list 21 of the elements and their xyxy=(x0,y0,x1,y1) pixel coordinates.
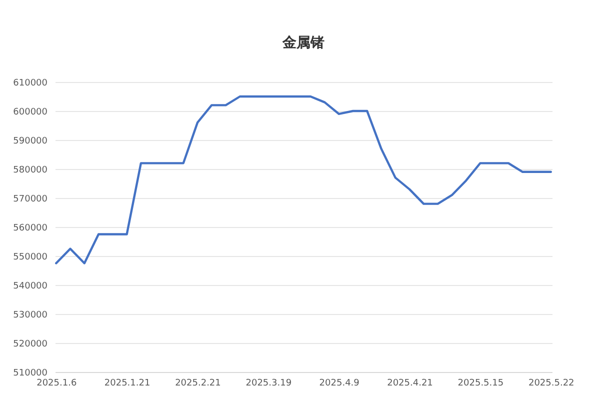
y-tick-label: 610000 xyxy=(13,78,48,88)
y-tick-label: 510000 xyxy=(13,368,48,378)
y-tick-label: 600000 xyxy=(13,108,48,118)
x-tick-label: 2025.4.9 xyxy=(319,378,360,388)
x-tick-label: 2025.1.6 xyxy=(36,378,77,388)
y-tick-label: 570000 xyxy=(13,194,48,204)
y-tick-label: 550000 xyxy=(13,252,48,262)
y-tick-label: 580000 xyxy=(13,166,48,176)
x-tick-label: 2025.5.15 xyxy=(458,378,504,388)
x-tick-label: 2025.3.19 xyxy=(246,378,292,388)
x-tick-label: 2025.2.21 xyxy=(175,378,221,388)
chart-title: 金属锗 xyxy=(282,35,324,51)
y-tick-label: 540000 xyxy=(13,282,48,292)
x-tick-label: 2025.1.21 xyxy=(104,378,150,388)
y-tick-label: 560000 xyxy=(13,224,48,234)
x-tick-label: 2025.4.21 xyxy=(387,378,433,388)
x-tick-label: 2025.5.22 xyxy=(528,378,574,388)
y-tick-label: 590000 xyxy=(13,136,48,146)
y-tick-label: 530000 xyxy=(13,310,48,320)
line-series xyxy=(55,95,552,264)
y-tick-label: 520000 xyxy=(13,340,48,350)
